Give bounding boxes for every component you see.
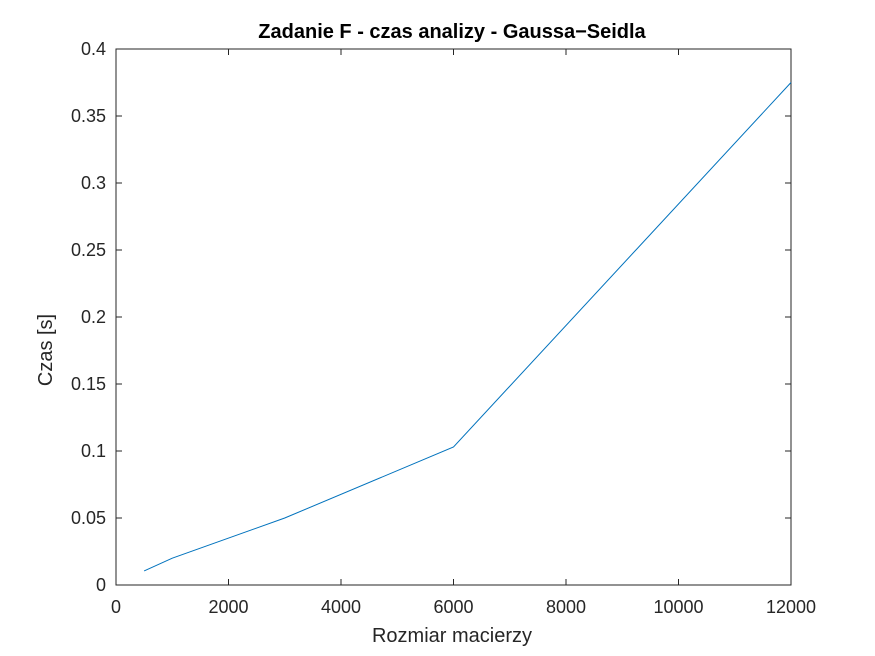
y-tick-label: 0.1	[81, 441, 106, 461]
x-tick-label: 4000	[321, 597, 361, 617]
x-tick-label: 10000	[653, 597, 703, 617]
x-tick-label: 12000	[766, 597, 816, 617]
y-tick-label: 0	[96, 575, 106, 595]
y-tick-label: 0.15	[71, 374, 106, 394]
x-tick-label: 0	[111, 597, 121, 617]
y-tick-label: 0.25	[71, 240, 106, 260]
y-tick-label: 0.2	[81, 307, 106, 327]
y-tick-label: 0.05	[71, 508, 106, 528]
y-tick-label: 0.35	[71, 106, 106, 126]
x-tick-label: 2000	[208, 597, 248, 617]
plot-area: 0 2000 4000 6000 8000 10000 12000 0 0.05 0.1 0.15…	[71, 39, 816, 617]
series-layer	[143, 82, 792, 572]
y-tick-label: 0.3	[81, 173, 106, 193]
x-axis-label: Rozmiar macierzy	[372, 625, 532, 647]
x-tick-label: 6000	[433, 597, 473, 617]
y-axis-label: Czas [s]	[35, 314, 57, 386]
y-axis-ticks: 0 0.05 0.1 0.15 0.2 0.25 0.3 0.35 0.4	[71, 39, 791, 595]
y-tick-label: 0.4	[81, 39, 106, 59]
x-tick-label: 8000	[546, 597, 586, 617]
chart-title: Zadanie F - czas analizy - Gaussa−Seidla	[258, 21, 646, 43]
axes-box	[115, 48, 792, 586]
x-axis-ticks: 0 2000 4000 6000 8000 10000 12000	[111, 49, 816, 617]
